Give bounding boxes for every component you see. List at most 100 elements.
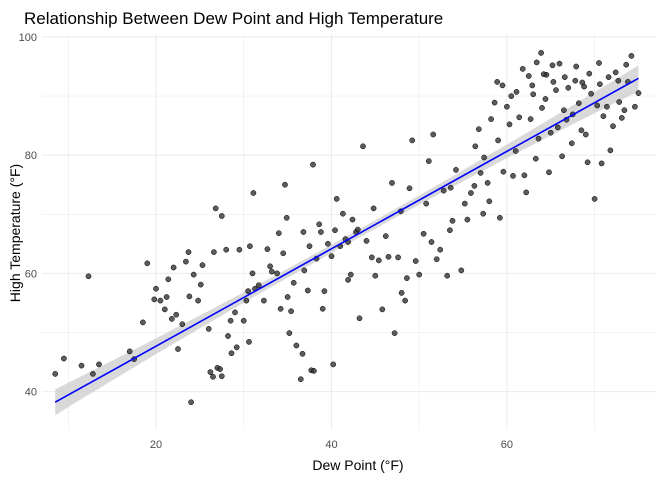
data-point bbox=[300, 229, 307, 235]
data-point bbox=[461, 200, 468, 207]
data-point bbox=[582, 131, 589, 138]
data-point bbox=[594, 102, 601, 109]
data-point bbox=[519, 66, 526, 72]
data-point bbox=[547, 129, 554, 136]
data-point bbox=[199, 262, 206, 268]
data-point bbox=[318, 229, 324, 235]
data-point bbox=[345, 277, 351, 283]
data-point bbox=[591, 196, 598, 202]
data-point bbox=[255, 282, 262, 289]
data-point bbox=[225, 333, 231, 339]
data-point bbox=[597, 81, 603, 88]
data-point bbox=[623, 61, 630, 68]
data-point bbox=[605, 74, 612, 80]
data-point bbox=[471, 183, 478, 189]
data-point bbox=[588, 90, 594, 97]
data-point bbox=[321, 288, 328, 294]
data-point bbox=[293, 342, 300, 349]
data-point bbox=[618, 115, 625, 121]
data-point bbox=[210, 373, 216, 380]
data-point bbox=[277, 305, 284, 312]
data-point bbox=[243, 297, 250, 304]
data-point bbox=[299, 350, 306, 357]
data-point bbox=[521, 172, 528, 179]
data-point bbox=[423, 200, 430, 207]
data-point bbox=[444, 272, 451, 279]
data-point bbox=[578, 127, 585, 134]
data-point bbox=[363, 238, 370, 244]
data-point bbox=[549, 62, 556, 69]
data-point bbox=[561, 107, 567, 114]
data-point bbox=[529, 82, 536, 89]
data-point bbox=[395, 254, 401, 261]
data-point bbox=[185, 249, 192, 255]
data-point bbox=[250, 190, 257, 196]
data-point bbox=[306, 243, 313, 250]
data-point bbox=[584, 159, 591, 166]
data-point bbox=[78, 362, 85, 369]
trend-line bbox=[54, 77, 639, 403]
data-point bbox=[325, 240, 331, 247]
data-point bbox=[297, 376, 304, 383]
data-point bbox=[525, 73, 532, 79]
data-point bbox=[556, 60, 563, 67]
data-point bbox=[205, 326, 212, 332]
y-tick-label: 60 bbox=[25, 268, 37, 280]
data-point bbox=[179, 321, 186, 328]
data-point bbox=[506, 121, 513, 128]
y-axis-ticks: 40 60 80 100 bbox=[19, 32, 37, 399]
data-point bbox=[347, 271, 354, 278]
data-point bbox=[486, 198, 493, 205]
data-point bbox=[340, 210, 346, 217]
data-point bbox=[538, 50, 544, 56]
data-point bbox=[428, 239, 435, 245]
data-point bbox=[513, 89, 520, 95]
data-point bbox=[425, 158, 432, 164]
y-axis-label: High Temperature (°F) bbox=[7, 164, 23, 302]
data-point bbox=[157, 297, 164, 304]
data-point bbox=[246, 339, 252, 345]
x-axis-label: Dew Point (°F) bbox=[312, 457, 403, 473]
data-point bbox=[491, 99, 498, 106]
data-point bbox=[488, 116, 494, 122]
data-point bbox=[621, 107, 628, 114]
data-point bbox=[433, 256, 440, 263]
data-point bbox=[464, 216, 471, 223]
data-point bbox=[532, 155, 539, 162]
data-point bbox=[565, 84, 572, 91]
data-point bbox=[161, 306, 168, 313]
data-point bbox=[559, 153, 565, 160]
data-point bbox=[379, 306, 386, 313]
data-point bbox=[316, 221, 323, 228]
data-point bbox=[370, 205, 377, 212]
data-point bbox=[612, 69, 619, 76]
data-point bbox=[319, 305, 326, 312]
data-point bbox=[268, 268, 275, 275]
data-point bbox=[274, 270, 280, 277]
data-point bbox=[398, 290, 405, 296]
data-point bbox=[430, 131, 437, 138]
data-point bbox=[447, 227, 453, 234]
data-point bbox=[628, 53, 635, 59]
data-point bbox=[568, 140, 575, 147]
data-point bbox=[635, 90, 642, 96]
data-point bbox=[554, 124, 561, 131]
data-point bbox=[468, 190, 474, 196]
data-point bbox=[632, 103, 638, 110]
data-point bbox=[561, 74, 568, 80]
data-point bbox=[280, 250, 287, 257]
chart-title: Relationship Between Dew Point and High … bbox=[24, 9, 443, 28]
data-point bbox=[575, 100, 582, 107]
data-point bbox=[282, 181, 288, 188]
data-point bbox=[275, 230, 282, 237]
data-point bbox=[310, 161, 316, 168]
data-point bbox=[610, 123, 616, 130]
data-point bbox=[228, 350, 235, 357]
data-point bbox=[615, 77, 622, 84]
data-point bbox=[126, 348, 133, 355]
data-point bbox=[404, 275, 410, 281]
data-point bbox=[516, 114, 523, 121]
data-point bbox=[495, 137, 501, 144]
regression-line bbox=[54, 77, 639, 403]
